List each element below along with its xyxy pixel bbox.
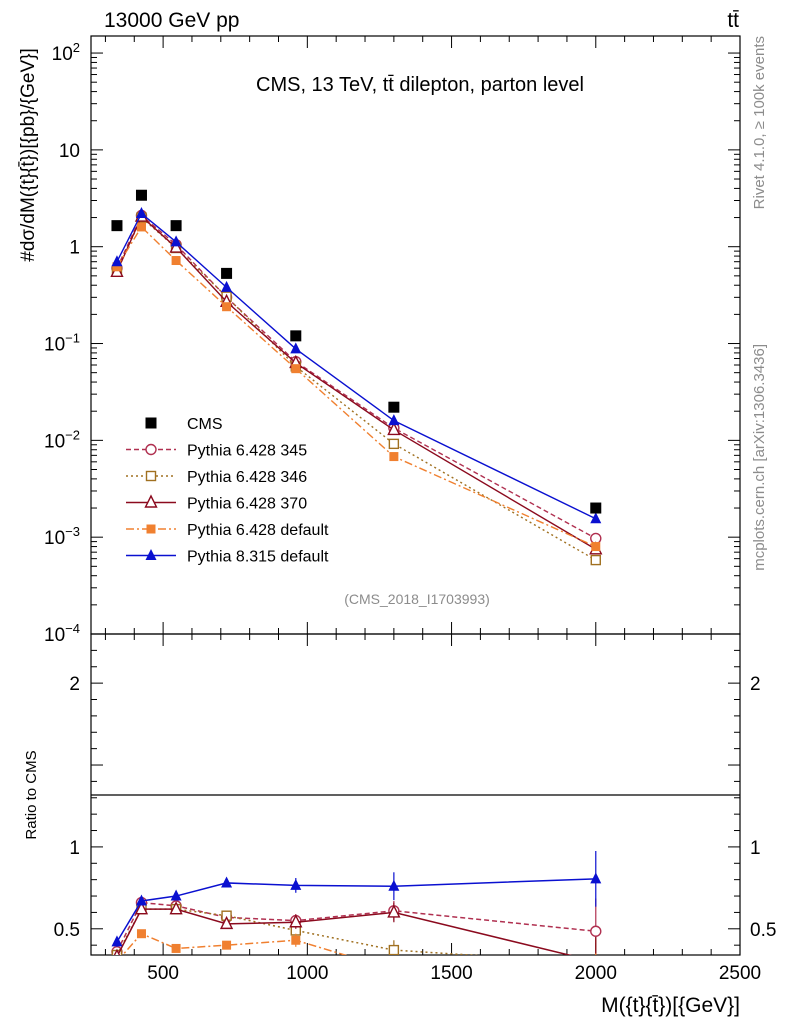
header-left-label: 13000 GeV pp bbox=[104, 9, 239, 32]
ratio-point bbox=[219, 915, 234, 930]
x-tick-label: 1500 bbox=[430, 963, 472, 984]
ratio-axis-label: Ratio to CMS bbox=[23, 750, 40, 839]
data-point bbox=[170, 220, 182, 232]
series-point bbox=[388, 414, 400, 426]
ratio-point bbox=[388, 879, 400, 891]
series-point bbox=[112, 262, 122, 272]
ratio-point bbox=[171, 943, 181, 953]
series-point bbox=[222, 302, 232, 312]
y-tick-label: 10−3 bbox=[44, 524, 80, 549]
series-line bbox=[116, 214, 597, 540]
ratio-point bbox=[590, 872, 602, 884]
data-point bbox=[590, 502, 602, 514]
ratio-point bbox=[113, 948, 121, 955]
x-tick-label: 500 bbox=[147, 963, 179, 984]
series-point bbox=[590, 512, 602, 524]
series-point bbox=[171, 256, 181, 266]
data-point bbox=[111, 220, 123, 232]
ratio-tick-label-right: 0.5 bbox=[750, 920, 776, 941]
ratio-point bbox=[222, 940, 232, 950]
legend-marker bbox=[145, 443, 157, 456]
y-tick-label: 10−4 bbox=[44, 621, 80, 646]
series-point bbox=[111, 255, 123, 267]
legend-label: Pythia 6.428 default bbox=[187, 522, 329, 539]
series-point bbox=[389, 452, 399, 462]
series-point bbox=[221, 280, 233, 292]
data-point bbox=[290, 330, 302, 342]
ratio-tick-label-right: 2 bbox=[750, 674, 761, 695]
series-point bbox=[387, 421, 401, 436]
y-tick-label: 10−2 bbox=[44, 427, 80, 452]
series-point bbox=[135, 207, 147, 219]
y-tick-label: 10 bbox=[59, 141, 80, 162]
legend-label: Pythia 6.428 345 bbox=[187, 443, 307, 460]
rivet-version-label: Rivet 4.1.0, ≥ 100k events bbox=[751, 36, 768, 209]
data-point bbox=[135, 189, 147, 201]
header-right-label: tt̄ bbox=[727, 9, 739, 32]
y-axis-label: #dσ/dM({t}{t̄})[{pb}/{GeV}] bbox=[18, 48, 39, 262]
ratio-point bbox=[169, 901, 183, 915]
legend-marker bbox=[145, 549, 157, 560]
legend-label: Pythia 6.428 370 bbox=[187, 496, 307, 513]
analysis-id-label: (CMS_2018_I1703993) bbox=[344, 591, 490, 607]
ratio-point bbox=[590, 925, 602, 937]
ratio-line bbox=[116, 908, 573, 955]
ratio-tick-label-left: 1 bbox=[69, 838, 80, 859]
legend-marker bbox=[144, 494, 158, 508]
legend-label-cms: CMS bbox=[187, 416, 223, 433]
ratio-line bbox=[121, 932, 348, 955]
series-point bbox=[290, 342, 302, 354]
ratio-point bbox=[112, 957, 121, 966]
ratio-point bbox=[291, 935, 301, 945]
x-tick-label: 1000 bbox=[286, 963, 328, 984]
ratio-point bbox=[111, 935, 123, 947]
ratio-point bbox=[387, 904, 401, 918]
data-point bbox=[388, 401, 400, 413]
legend-marker bbox=[145, 470, 157, 482]
data-point bbox=[221, 267, 233, 279]
ratio-point bbox=[134, 901, 149, 915]
y-tick-label: 102 bbox=[52, 40, 80, 65]
series-point bbox=[291, 364, 301, 374]
y-tick-label: 1 bbox=[69, 238, 80, 259]
ratio-point bbox=[221, 876, 233, 888]
legend-label: Pythia 8.315 default bbox=[187, 549, 329, 566]
legend-marker bbox=[146, 524, 156, 534]
x-tick-label: 2000 bbox=[575, 963, 617, 984]
x-tick-label: 2500 bbox=[719, 963, 761, 984]
ratio-tick-label-right: 1 bbox=[750, 838, 761, 859]
ratio-point bbox=[170, 889, 182, 901]
series-point bbox=[136, 222, 146, 232]
main-plot-frame bbox=[90, 35, 741, 635]
series-point bbox=[591, 542, 601, 552]
series-point bbox=[388, 438, 400, 450]
ratio-point bbox=[388, 944, 400, 955]
ratio-tick-label-left: 0.5 bbox=[54, 920, 80, 941]
series-point bbox=[169, 239, 183, 253]
ratio-point bbox=[389, 965, 398, 974]
legend-label: Pythia 6.428 346 bbox=[187, 469, 307, 486]
y-tick-label: 10−1 bbox=[44, 331, 80, 356]
ratio-tick-label-left: 2 bbox=[69, 674, 80, 695]
chart-title: CMS, 13 TeV, tt̄ dilepton, parton level bbox=[256, 74, 584, 96]
x-axis-label: M({t}{t̄})[{GeV}] bbox=[601, 994, 740, 1017]
ratio-point bbox=[135, 894, 147, 906]
ratio-point bbox=[290, 878, 302, 890]
source-label: mcplots.cern.ch [arXiv:1306.3436] bbox=[751, 344, 768, 571]
ratio-line bbox=[116, 878, 596, 943]
series-point bbox=[170, 235, 182, 247]
legend-marker-cms bbox=[145, 417, 157, 429]
series-point bbox=[590, 554, 601, 566]
ratio-point bbox=[289, 914, 303, 928]
ratio-point bbox=[136, 929, 146, 939]
